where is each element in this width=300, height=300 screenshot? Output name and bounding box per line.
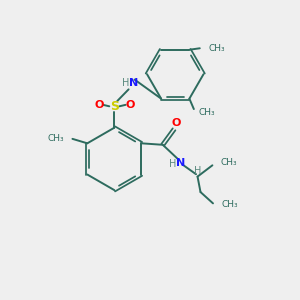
Text: CH₃: CH₃	[221, 158, 237, 167]
Text: O: O	[125, 100, 134, 110]
Text: O: O	[172, 118, 181, 128]
Text: H: H	[194, 166, 201, 176]
Text: CH₃: CH₃	[198, 108, 215, 117]
Text: CH₃: CH₃	[208, 44, 225, 53]
Text: N: N	[129, 78, 138, 88]
Text: S: S	[110, 100, 119, 113]
Text: CH₃: CH₃	[47, 134, 64, 143]
Text: N: N	[176, 158, 185, 168]
Text: CH₃: CH₃	[221, 200, 238, 209]
Text: O: O	[94, 100, 104, 110]
Text: H: H	[169, 158, 176, 169]
Text: H: H	[122, 78, 129, 88]
